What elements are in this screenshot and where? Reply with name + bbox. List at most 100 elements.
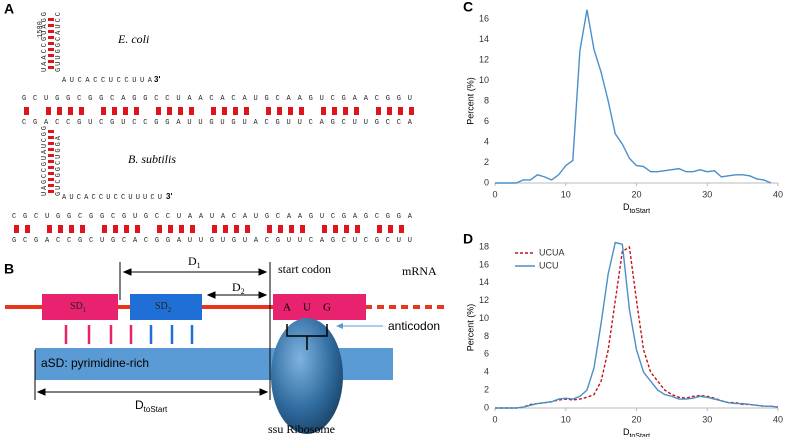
pairing-ticks (64, 325, 194, 344)
base-pairs (14, 18, 414, 233)
sd2-box (130, 294, 202, 320)
x-tick-label: 40 (773, 189, 783, 199)
base-pair (223, 225, 228, 233)
base-pair (222, 107, 227, 115)
base-pair (190, 225, 195, 233)
y-tick-label: 14 (479, 34, 489, 44)
base-pair (48, 48, 54, 51)
base-pair (189, 107, 194, 115)
base-pair (48, 148, 54, 151)
x-tick-label: 10 (561, 189, 571, 199)
base-pair (377, 225, 382, 233)
ribosome-label: ssu Ribosome (268, 422, 335, 436)
base-pair (179, 225, 184, 233)
base-pair (167, 107, 172, 115)
base-pair (399, 225, 404, 233)
x-label-sub: toStart (629, 433, 650, 437)
three-prime: 3' (154, 75, 160, 84)
y-tick-label: 10 (479, 313, 489, 323)
y-tick-label: 16 (479, 259, 489, 269)
y-tick-label: 12 (479, 295, 489, 305)
three-prime: 3' (166, 192, 172, 201)
base-pair (25, 225, 30, 233)
base-pair (388, 225, 393, 233)
panel-label: C (463, 0, 473, 15)
sequence: GCUGGCGGCAGGCCUAACACAUGCAAGUCGAACGGU (22, 95, 412, 103)
base-pair (48, 190, 54, 193)
base-pair (14, 225, 19, 233)
base-pair (245, 225, 250, 233)
base-pair (355, 225, 360, 233)
anticodon-label: anticodon (388, 319, 440, 333)
base-pair (288, 107, 293, 115)
base-pair (48, 136, 54, 139)
base-pair (212, 225, 217, 233)
y-axis-label: Percent (%) (465, 77, 475, 125)
y-tick-label: 14 (479, 277, 489, 287)
x-axis-label: DtoStart (623, 427, 650, 437)
y-tick-label: 6 (484, 116, 489, 126)
base-pair (48, 60, 54, 63)
d1-label: D1 (188, 254, 201, 270)
x-tick-label: 0 (492, 189, 497, 199)
base-pair (124, 225, 129, 233)
x-tick-label: 40 (773, 414, 783, 424)
base-pair (80, 225, 85, 233)
base-pair (354, 107, 359, 115)
base-pair (387, 107, 392, 115)
position: 1500 (37, 21, 45, 38)
y-tick-label: 12 (479, 54, 489, 64)
base-pair (376, 107, 381, 115)
panel-label: A (4, 1, 14, 17)
y-tick-label: 4 (484, 367, 489, 377)
base-pair (277, 107, 282, 115)
base-pair (48, 30, 54, 33)
d2-label: D2 (232, 280, 245, 296)
sequence: GUUGGCAUCC (55, 12, 63, 72)
y-axis-label: Percent (%) (465, 304, 475, 352)
base-pair (398, 107, 403, 115)
legend-label: UCU (539, 260, 559, 270)
base-pair (135, 225, 140, 233)
base-pair (178, 107, 183, 115)
base-pair (58, 225, 63, 233)
base-pair (134, 107, 139, 115)
base-pair (113, 225, 118, 233)
data-line (495, 9, 772, 184)
data-line (495, 245, 779, 409)
base-pair (278, 225, 283, 233)
organism: E. coli (117, 32, 149, 46)
codon-base: G (323, 302, 331, 314)
base-pair (48, 66, 54, 69)
base-pair (233, 107, 238, 115)
panel-label: D (463, 231, 473, 247)
y-tick-label: 4 (484, 136, 489, 146)
x-label-main: D (623, 202, 630, 212)
legend-label: UCUA (539, 247, 565, 257)
start-codon-box (273, 294, 366, 320)
base-pair (267, 225, 272, 233)
base-pair (234, 225, 239, 233)
base-pair (48, 18, 54, 21)
x-tick-label: 30 (702, 414, 712, 424)
x-tick-label: 20 (631, 189, 641, 199)
base-pair (123, 107, 128, 115)
x-label-sub: toStart (629, 208, 650, 215)
codon-base: U (303, 302, 311, 314)
y-tick-label: 0 (484, 177, 489, 187)
base-pair (299, 107, 304, 115)
base-pair (48, 160, 54, 163)
annotation-lines (34, 262, 383, 400)
asd-label: aSD: pyrimidine-rich (41, 356, 149, 370)
x-tick-label: 10 (561, 414, 571, 424)
data-line (495, 241, 779, 409)
y-tick-label: 2 (484, 384, 489, 394)
sequence: AUCACCUCCUUUCU (62, 194, 162, 202)
base-pair (102, 225, 107, 233)
base-pair (48, 24, 54, 27)
mrna-label: mRNA (402, 264, 437, 278)
base-pair (79, 107, 84, 115)
base-pair (68, 107, 73, 115)
base-pair (344, 225, 349, 233)
sequence: UAACCGUAGG (41, 12, 49, 72)
